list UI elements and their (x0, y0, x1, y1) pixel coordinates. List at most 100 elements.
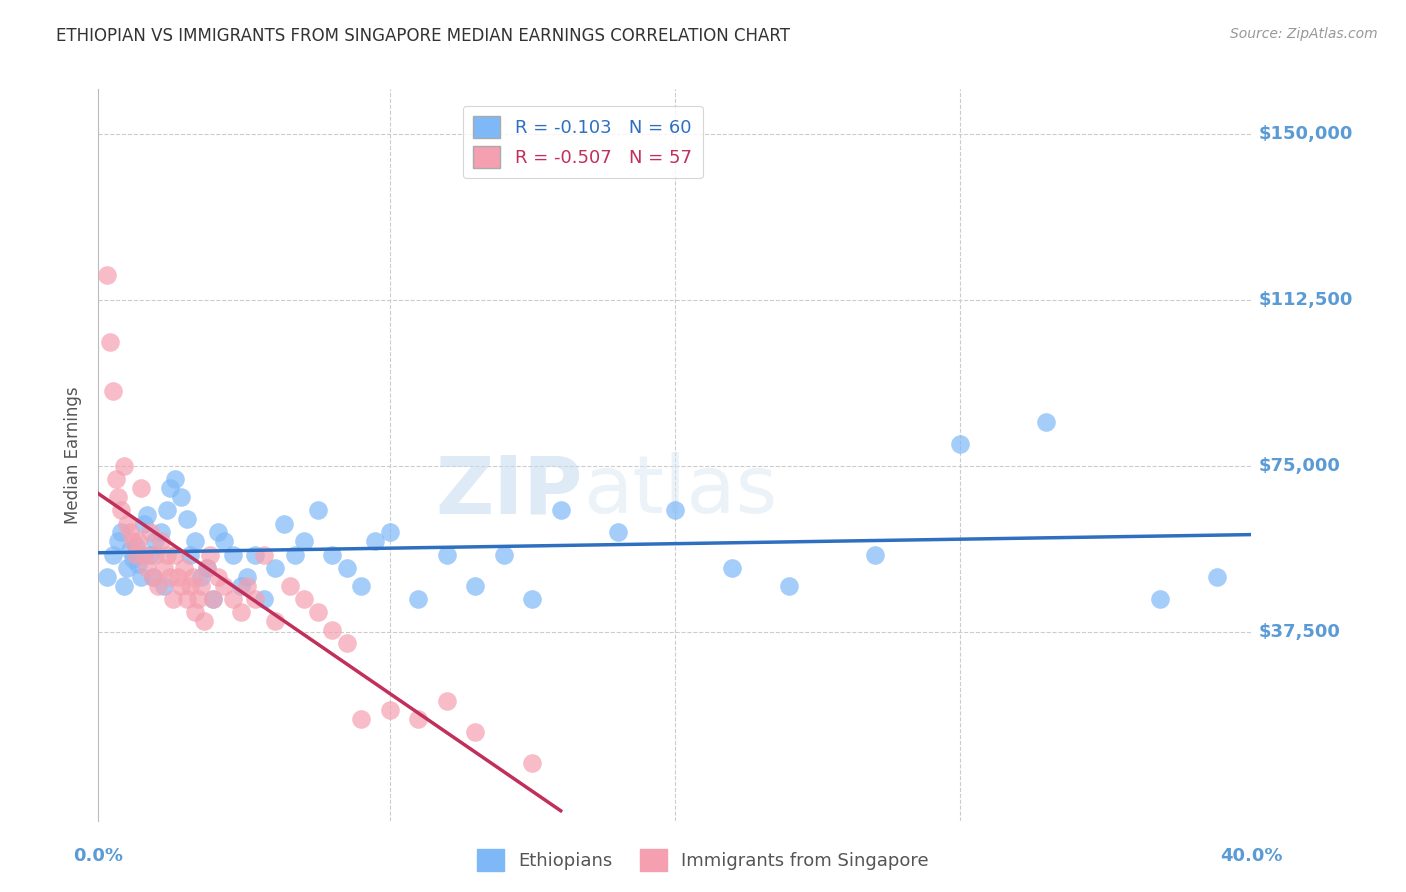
Point (118, 525, 141, 540)
Point (253, 548, 276, 562)
Point (1149, 592, 1171, 607)
Legend: Ethiopians, Immigrants from Singapore: Ethiopians, Immigrants from Singapore (470, 842, 936, 879)
Point (236, 579, 259, 593)
Point (193, 614, 215, 628)
Point (1035, 415, 1057, 429)
Point (156, 503, 179, 517)
Point (221, 592, 243, 607)
Point (207, 570, 229, 584)
Point (201, 592, 224, 607)
Text: $37,500: $37,500 (1258, 624, 1340, 641)
Text: 40.0%: 40.0% (1220, 847, 1282, 865)
Point (436, 694, 458, 708)
Point (167, 570, 190, 584)
Point (198, 548, 221, 562)
Text: $112,500: $112,500 (1258, 291, 1353, 309)
Point (181, 570, 204, 584)
Point (142, 570, 165, 584)
Point (136, 561, 159, 575)
Point (162, 592, 184, 607)
Point (406, 712, 429, 726)
Point (118, 543, 141, 558)
Point (212, 579, 235, 593)
Point (107, 534, 129, 549)
Point (264, 561, 287, 575)
Point (124, 548, 146, 562)
Point (187, 592, 209, 607)
Point (179, 579, 201, 593)
Point (522, 756, 544, 770)
Point (132, 548, 155, 562)
Point (307, 605, 329, 619)
Point (245, 592, 267, 607)
Point (139, 548, 162, 562)
Point (949, 437, 972, 451)
Point (127, 557, 149, 571)
Point (321, 623, 343, 637)
Point (550, 503, 572, 517)
Point (207, 525, 229, 540)
Point (184, 534, 207, 549)
Point (195, 561, 218, 575)
Point (245, 548, 267, 562)
Point (129, 570, 152, 584)
Point (165, 548, 187, 562)
Point (778, 579, 800, 593)
Point (195, 561, 218, 575)
Point (110, 525, 132, 540)
Point (292, 592, 315, 607)
Point (1206, 570, 1229, 584)
Point (145, 534, 167, 549)
Point (124, 539, 146, 553)
Point (212, 534, 235, 549)
Y-axis label: Median Earnings: Median Earnings (65, 386, 83, 524)
Point (606, 525, 628, 540)
Point (153, 561, 176, 575)
Point (139, 525, 162, 540)
Point (176, 592, 198, 607)
Point (176, 512, 198, 526)
Text: 0.0%: 0.0% (73, 847, 124, 865)
Point (159, 570, 181, 584)
Point (364, 534, 387, 549)
Point (132, 516, 155, 531)
Point (156, 548, 179, 562)
Point (159, 481, 181, 495)
Point (464, 579, 486, 593)
Point (104, 472, 127, 486)
Point (110, 503, 132, 517)
Point (98, 334, 121, 349)
Point (236, 570, 259, 584)
Point (127, 534, 149, 549)
Point (129, 481, 152, 495)
Point (101, 384, 124, 398)
Point (96, 570, 118, 584)
Point (190, 579, 212, 593)
Point (273, 516, 295, 531)
Point (307, 503, 329, 517)
Point (721, 561, 744, 575)
Point (145, 548, 167, 562)
Point (121, 552, 143, 566)
Point (107, 490, 129, 504)
Point (148, 579, 170, 593)
Point (378, 525, 401, 540)
Point (229, 605, 252, 619)
Point (150, 525, 173, 540)
Point (336, 561, 359, 575)
Point (350, 712, 373, 726)
Point (253, 592, 276, 607)
Point (492, 548, 515, 562)
Point (112, 458, 135, 473)
Point (136, 508, 159, 522)
Point (165, 472, 187, 486)
Point (436, 548, 458, 562)
Point (292, 534, 315, 549)
Point (406, 592, 429, 607)
Point (190, 570, 212, 584)
Point (321, 548, 343, 562)
Point (142, 570, 165, 584)
Point (336, 636, 359, 650)
Point (115, 561, 138, 575)
Point (229, 579, 252, 593)
